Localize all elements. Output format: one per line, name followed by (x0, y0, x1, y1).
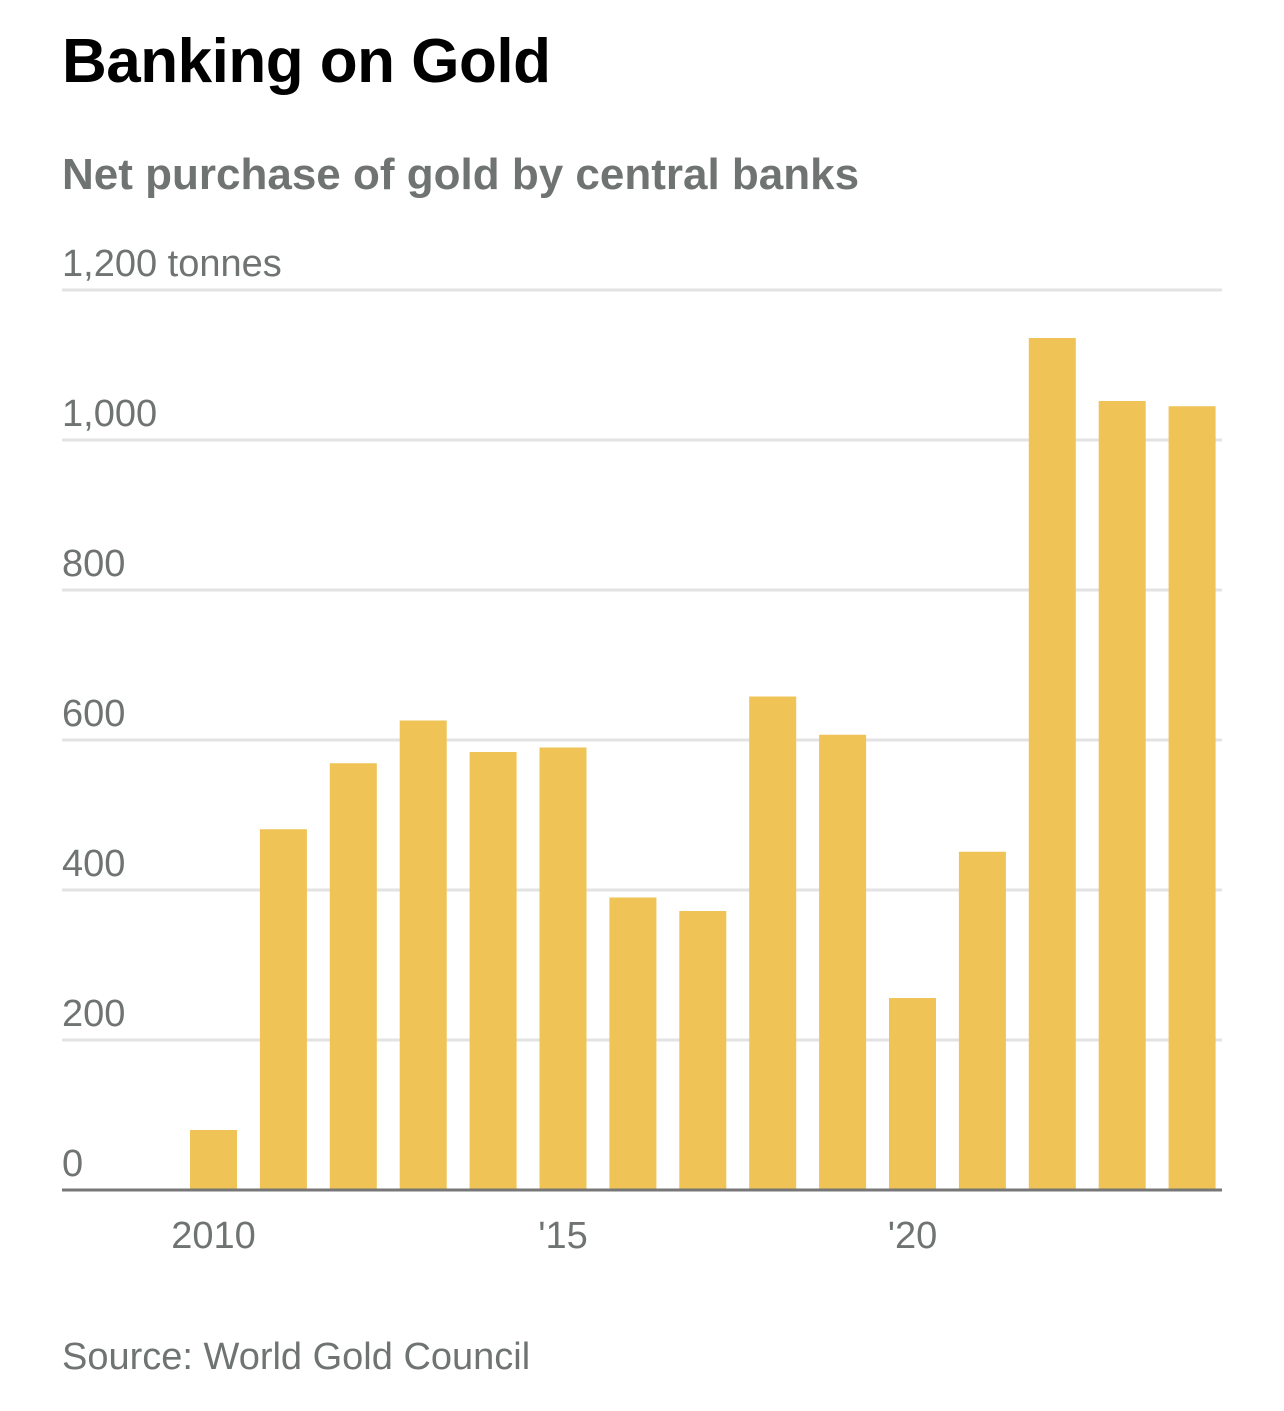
y-tick-label: 1,200 tonnes (62, 243, 282, 285)
x-tick-label: 2010 (171, 1215, 256, 1257)
bar-2022 (1028, 338, 1076, 1190)
chart-subtitle: Net purchase of gold by central banks (62, 150, 860, 199)
y-tick-label: 400 (62, 843, 125, 885)
bar-2021 (958, 851, 1006, 1190)
y-tick-label: 800 (62, 543, 125, 585)
bar-2013 (399, 720, 447, 1190)
bar-2014 (469, 752, 517, 1190)
bar-2011 (259, 829, 307, 1190)
bar-2016 (609, 897, 657, 1190)
y-axis-labels: 0 200 400 600 800 1,000 1,200 tonnes (62, 243, 282, 1185)
bar-2018 (749, 696, 797, 1190)
y-tick-label: 1,000 (62, 393, 157, 435)
bar-2015 (539, 747, 587, 1190)
bars (190, 338, 1216, 1190)
x-axis-labels: 2010 '15 '20 (171, 1215, 937, 1257)
y-tick-label: 600 (62, 693, 125, 735)
bar-2024 (1168, 406, 1216, 1190)
bar-2017 (679, 911, 727, 1190)
y-tick-label: 0 (62, 1143, 83, 1185)
bar-2020 (889, 998, 936, 1190)
source-note: Source: World Gold Council (62, 1336, 531, 1378)
bar-2012 (329, 763, 377, 1190)
y-tick-label: 200 (62, 993, 125, 1035)
x-tick-label: '20 (888, 1215, 938, 1257)
bar-2010 (190, 1130, 237, 1190)
chart-title: Banking on Gold (62, 27, 551, 96)
bar-2019 (819, 734, 867, 1190)
x-tick-label: '15 (538, 1215, 588, 1257)
bar-2023 (1098, 401, 1146, 1190)
